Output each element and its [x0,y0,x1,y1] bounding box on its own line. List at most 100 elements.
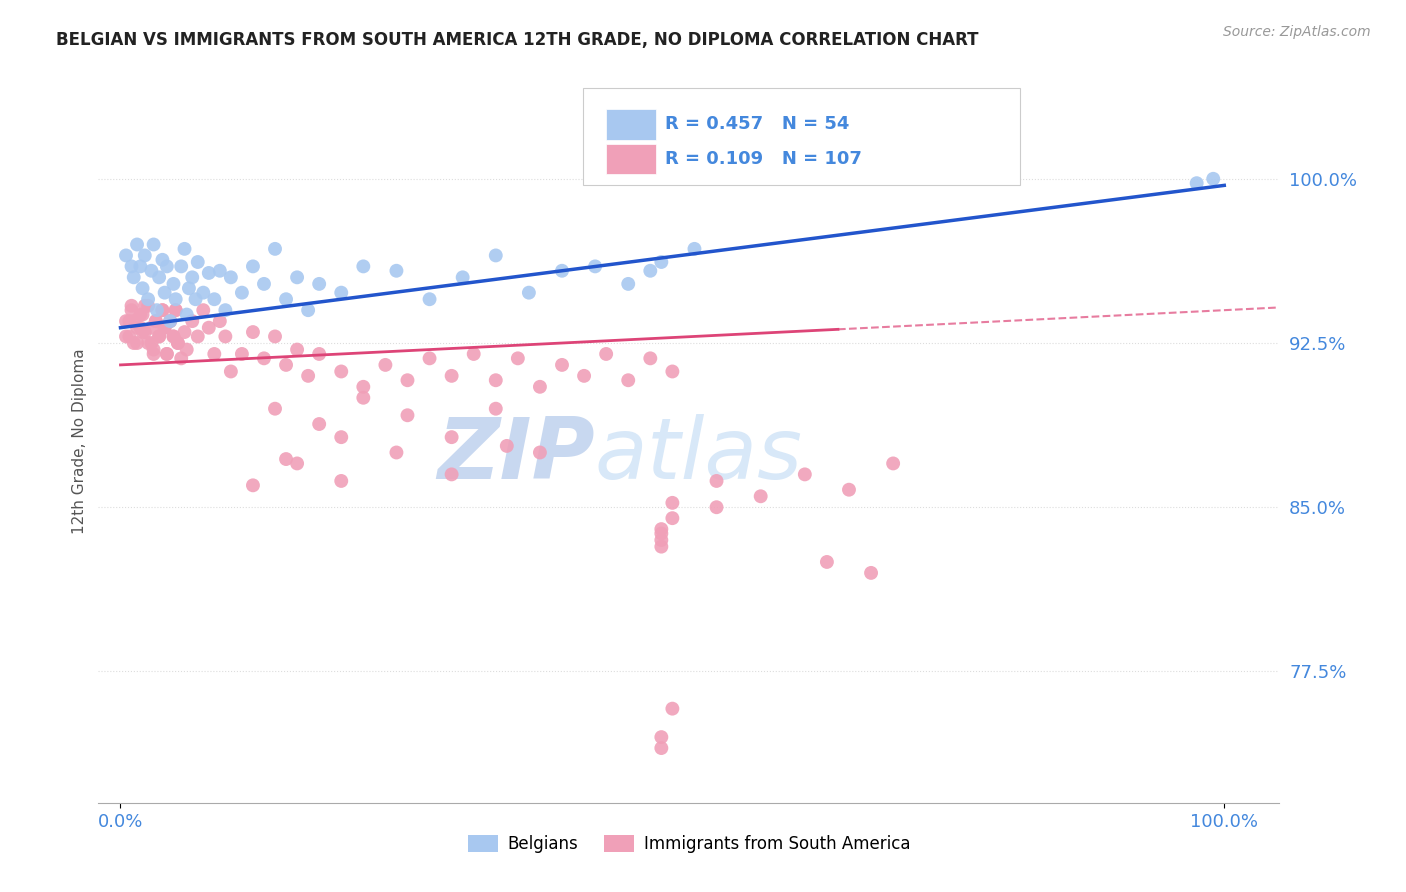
Point [485,401,508,416]
Point [706,474,728,488]
Point [136,299,159,313]
Point [352,260,374,274]
Point [153,320,176,334]
Text: ZIP: ZIP [437,415,595,498]
Point [159,314,181,328]
Point [129,260,152,274]
Point [193,285,215,300]
Point [173,325,195,339]
Point [396,373,419,387]
Point [129,308,152,322]
Point [485,373,508,387]
Point [165,303,187,318]
Point [529,380,551,394]
Point [167,336,190,351]
Point [125,320,148,334]
Point [242,260,264,274]
Point [451,270,474,285]
Point [385,264,408,278]
Point [517,285,540,300]
Point [583,260,606,274]
Point [145,314,167,328]
Point [118,329,141,343]
Point [297,368,319,383]
Point [440,467,463,482]
Point [156,347,179,361]
Point [793,467,815,482]
Point [121,260,143,274]
Y-axis label: 12th Grade, No Diploma: 12th Grade, No Diploma [72,349,87,534]
Point [242,478,264,492]
Point [131,281,153,295]
Point [129,320,152,334]
Point [650,255,672,269]
Point [385,445,408,459]
Point [838,483,860,497]
Point [134,248,156,262]
Point [374,358,396,372]
Point [176,343,198,357]
Point [121,299,143,313]
Point [506,351,529,366]
Point [159,314,181,328]
Point [274,452,297,467]
Point [122,270,145,285]
Point [706,500,728,515]
Point [187,255,209,269]
Point [208,264,231,278]
Point [152,252,174,267]
Point [173,242,195,256]
Point [231,285,253,300]
Point [162,277,184,291]
Point [184,292,207,306]
Point [1202,171,1225,186]
Point [683,242,706,256]
Point [219,270,242,285]
FancyBboxPatch shape [606,144,655,174]
Point [136,336,159,351]
Point [121,303,143,318]
Point [162,329,184,343]
Point [141,320,163,334]
Point [193,303,215,318]
Point [285,457,308,471]
Point [134,299,156,313]
Point [153,320,176,334]
Point [156,347,179,361]
Point [142,343,165,357]
Point [495,439,517,453]
Point [165,292,187,306]
Point [142,237,165,252]
Point [396,409,419,423]
Point [142,347,165,361]
Point [118,314,141,328]
Point [159,314,181,328]
Point [253,277,276,291]
Point [650,522,672,536]
Point [330,430,353,444]
Point [115,329,138,343]
Point [202,292,225,306]
Point [419,351,441,366]
Point [148,329,170,343]
Point [650,526,672,541]
Point [165,303,187,318]
Point [595,347,617,361]
Point [650,741,672,756]
Point [170,351,193,366]
Point [181,314,204,328]
Point [661,701,683,715]
Point [617,373,640,387]
Point [529,445,551,459]
Point [170,260,193,274]
Point [650,730,672,744]
Point [264,242,287,256]
Point [202,347,225,361]
Point [308,277,330,291]
Point [134,325,156,339]
Legend: Belgians, Immigrants from South America: Belgians, Immigrants from South America [461,828,917,860]
Point [125,336,148,351]
Text: Source: ZipAtlas.com: Source: ZipAtlas.com [1223,25,1371,39]
Point [551,358,574,372]
Point [285,270,308,285]
